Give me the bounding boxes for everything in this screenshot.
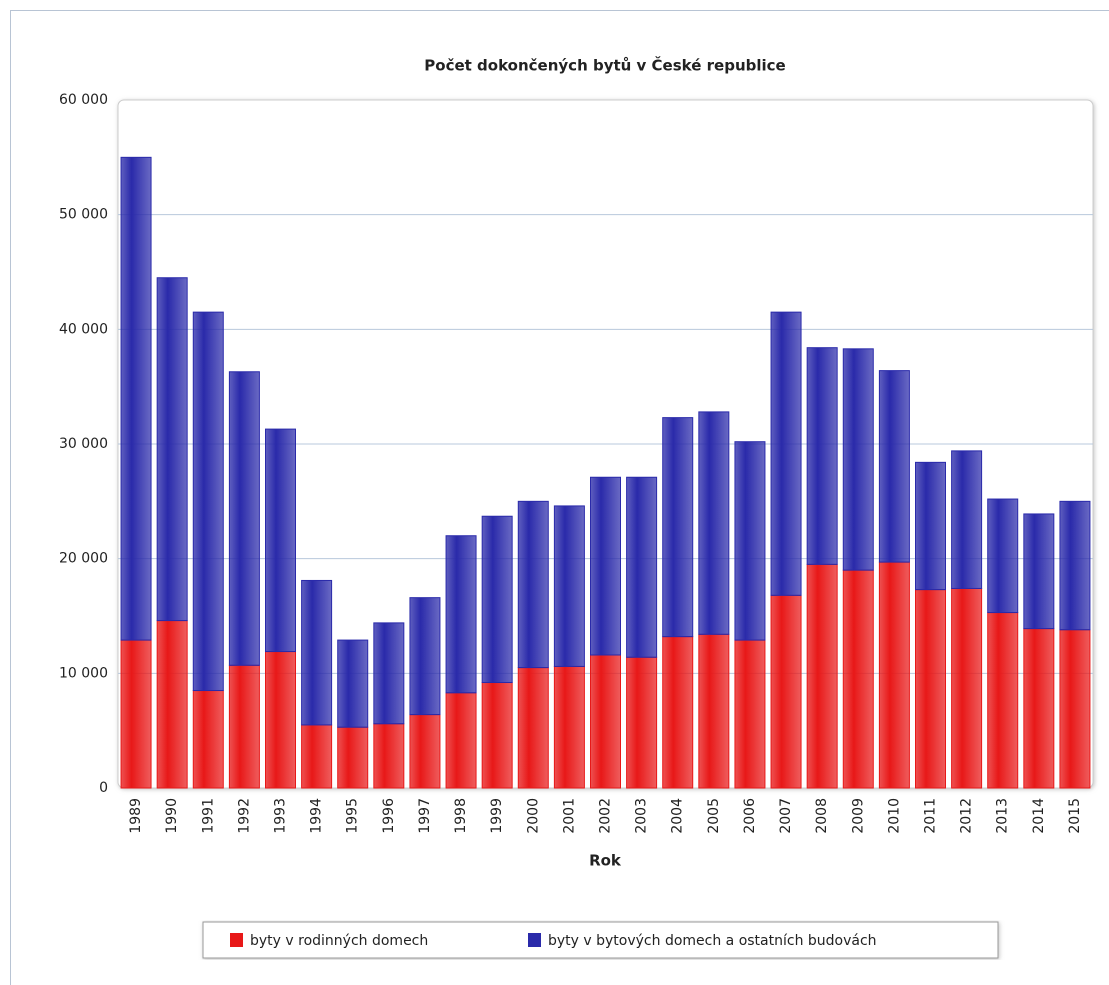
bar-segment: [987, 612, 1019, 789]
x-tick-label: 1994: [309, 798, 325, 834]
x-tick-label: 1990: [164, 798, 180, 834]
x-tick-label: 2004: [670, 798, 686, 834]
frame: [10, 10, 1109, 985]
y-tick-label: 20 000: [59, 551, 108, 567]
x-tick-label: 1991: [200, 798, 216, 834]
x-tick-label: 2009: [850, 798, 866, 834]
x-tick-label: 1995: [345, 798, 361, 834]
bar-segment: [842, 569, 874, 789]
legend-label: byty v bytových domech a ostatních budov…: [548, 933, 877, 949]
y-tick-label: 10 000: [59, 665, 108, 681]
bar-segment: [734, 441, 766, 641]
bar-segment: [228, 371, 260, 666]
x-tick-label: 1993: [273, 798, 289, 834]
bar-segment: [590, 654, 621, 789]
x-tick-label: 1996: [381, 798, 397, 834]
bar-segment: [409, 597, 441, 716]
bar-segment: [192, 311, 224, 692]
bar-segment: [987, 498, 1019, 614]
bar-segment: [481, 682, 513, 789]
x-tick-label: 2000: [525, 798, 541, 834]
x-tick-label: 1997: [417, 798, 433, 834]
x-tick-label: 2007: [778, 798, 794, 834]
bar-segment: [626, 656, 658, 789]
x-tick-label: 2014: [1031, 798, 1047, 834]
y-tick-label: 0: [99, 780, 108, 796]
x-tick-label: 1989: [128, 798, 144, 834]
x-tick-label: 2003: [634, 798, 650, 834]
bar-segment: [120, 639, 152, 789]
bar-segment: [1023, 513, 1055, 630]
bar-segment: [806, 347, 838, 565]
x-tick-label: 2013: [995, 798, 1011, 834]
bar-segment: [1059, 500, 1091, 631]
y-tick-label: 60 000: [59, 92, 108, 108]
bar-segment: [373, 622, 405, 725]
bar-segment: [517, 500, 549, 669]
y-tick-label: 40 000: [59, 321, 108, 337]
bar-segment: [445, 692, 477, 789]
bar-segment: [337, 726, 369, 789]
bar-segment: [373, 723, 405, 789]
bar-segment: [553, 665, 585, 789]
x-tick-label: 2012: [959, 798, 975, 834]
bar-segment: [770, 311, 802, 596]
bar-segment: [265, 428, 296, 653]
bar-segment: [228, 664, 260, 789]
bar-segment: [265, 651, 296, 789]
bar-segment: [698, 411, 730, 635]
bar-segment: [915, 589, 946, 789]
legend-swatch: [230, 933, 243, 947]
bar-segment: [662, 636, 694, 789]
x-tick-label: 2015: [1067, 798, 1083, 834]
x-axis-title: Rok: [589, 852, 622, 870]
bar-segment: [878, 370, 910, 563]
bar-segment: [770, 594, 802, 789]
bar-segment: [951, 450, 983, 589]
bar-segment: [445, 535, 477, 694]
bar-segment: [590, 476, 621, 656]
bar-segment: [842, 348, 874, 571]
chart-title: Počet dokončených bytů v České republice: [424, 56, 785, 75]
bar-segment: [626, 476, 658, 658]
bar-segment: [662, 417, 694, 638]
bar-segment: [156, 620, 188, 789]
bar-segment: [156, 277, 188, 622]
bar-segment: [120, 156, 152, 641]
bar-segment: [915, 461, 946, 591]
bar-segment: [409, 714, 441, 789]
legend-label: byty v rodinných domech: [250, 933, 428, 949]
bar-segment: [951, 587, 983, 789]
bar-segment: [698, 633, 730, 789]
x-tick-label: 1999: [489, 798, 505, 834]
legend-box: [202, 921, 999, 959]
x-tick-label: 2008: [814, 798, 830, 834]
bar-segment: [1059, 629, 1091, 789]
bar-segment: [337, 639, 369, 728]
legend-swatch: [528, 933, 541, 947]
y-tick-label: 30 000: [59, 436, 108, 452]
x-tick-label: 2011: [923, 798, 939, 834]
bar-segment: [553, 505, 585, 667]
bar-segment: [806, 563, 838, 789]
y-tick-label: 50 000: [59, 207, 108, 223]
bar-segment: [517, 667, 549, 789]
x-tick-label: 1998: [453, 798, 469, 834]
x-tick-label: 2006: [742, 798, 758, 834]
x-tick-label: 2001: [561, 798, 577, 834]
bar-segment: [1023, 628, 1055, 789]
x-tick-label: 2010: [886, 798, 902, 834]
x-tick-label: 2005: [706, 798, 722, 834]
x-tick-label: 1992: [236, 798, 252, 834]
bar-segment: [878, 561, 910, 789]
x-tick-label: 2002: [598, 798, 614, 834]
bar-segment: [301, 579, 333, 726]
bar-segment: [301, 724, 333, 789]
bar-segment: [734, 639, 766, 789]
bar-segment: [192, 690, 224, 789]
bar-segment: [481, 515, 513, 684]
